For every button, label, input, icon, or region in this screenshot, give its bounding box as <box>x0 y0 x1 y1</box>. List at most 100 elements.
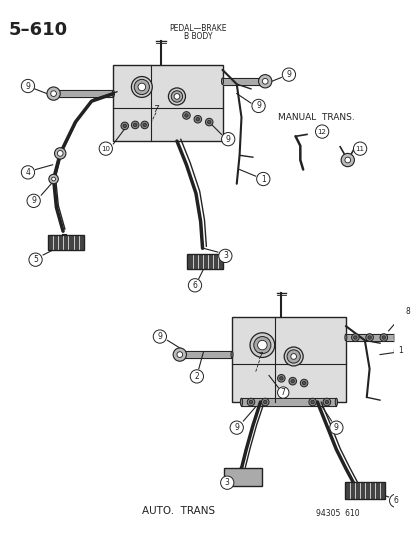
Circle shape <box>57 150 63 156</box>
Circle shape <box>176 352 182 358</box>
Circle shape <box>277 387 288 398</box>
Ellipse shape <box>344 334 346 341</box>
Circle shape <box>252 99 265 112</box>
Text: 7: 7 <box>256 352 261 361</box>
Bar <box>231 317 345 402</box>
Ellipse shape <box>263 78 266 85</box>
Circle shape <box>277 375 285 382</box>
Circle shape <box>196 117 199 121</box>
Bar <box>48 235 84 250</box>
Text: 12: 12 <box>317 128 326 134</box>
Circle shape <box>121 122 128 130</box>
Circle shape <box>340 154 354 167</box>
Circle shape <box>52 177 55 181</box>
Circle shape <box>190 370 203 383</box>
Circle shape <box>282 68 295 81</box>
Circle shape <box>253 336 270 353</box>
Circle shape <box>168 88 185 105</box>
Text: 9: 9 <box>333 423 338 432</box>
Circle shape <box>207 120 210 124</box>
Circle shape <box>218 249 231 263</box>
Circle shape <box>249 400 252 403</box>
Circle shape <box>21 79 35 93</box>
Text: AUTO.  TRANS: AUTO. TRANS <box>142 506 214 516</box>
Circle shape <box>174 94 179 99</box>
Text: PEDAL—BRAKE: PEDAL—BRAKE <box>169 25 226 34</box>
Text: 7: 7 <box>153 105 158 114</box>
Ellipse shape <box>240 398 242 406</box>
Circle shape <box>400 305 413 319</box>
Circle shape <box>133 123 137 127</box>
Circle shape <box>324 400 328 403</box>
Circle shape <box>310 400 313 403</box>
Circle shape <box>21 166 35 179</box>
Text: B BODY: B BODY <box>183 32 211 41</box>
Circle shape <box>315 125 328 138</box>
Ellipse shape <box>230 351 233 358</box>
Text: 3: 3 <box>224 478 229 487</box>
Text: 8: 8 <box>404 308 409 317</box>
Ellipse shape <box>221 78 223 85</box>
Ellipse shape <box>112 90 114 97</box>
Circle shape <box>344 157 350 163</box>
Circle shape <box>283 347 302 366</box>
Text: 5–610: 5–610 <box>9 21 68 39</box>
Circle shape <box>322 398 330 406</box>
Circle shape <box>55 148 66 159</box>
Circle shape <box>131 77 152 98</box>
Circle shape <box>134 79 149 94</box>
Circle shape <box>301 381 305 385</box>
Circle shape <box>353 142 366 155</box>
Circle shape <box>299 379 307 387</box>
Bar <box>187 254 223 269</box>
Circle shape <box>51 91 56 96</box>
Ellipse shape <box>52 90 55 97</box>
Text: 9: 9 <box>412 316 413 325</box>
Circle shape <box>393 344 406 358</box>
Circle shape <box>257 341 266 350</box>
Text: 4: 4 <box>26 168 30 177</box>
Circle shape <box>261 398 268 406</box>
Ellipse shape <box>178 351 180 358</box>
Text: 9: 9 <box>31 196 36 205</box>
Text: 9: 9 <box>286 70 291 79</box>
Text: 11: 11 <box>355 146 364 152</box>
Text: 9: 9 <box>234 423 239 432</box>
Text: 9: 9 <box>157 332 162 341</box>
Circle shape <box>263 400 266 403</box>
Circle shape <box>99 142 112 155</box>
Bar <box>224 469 262 486</box>
Circle shape <box>29 253 42 266</box>
Circle shape <box>27 194 40 207</box>
Circle shape <box>353 336 356 339</box>
Text: 5: 5 <box>33 255 38 264</box>
Circle shape <box>153 330 166 343</box>
Circle shape <box>123 124 126 127</box>
Text: 7: 7 <box>280 388 285 397</box>
Circle shape <box>173 348 186 361</box>
Circle shape <box>351 334 358 341</box>
Circle shape <box>171 91 182 102</box>
Circle shape <box>262 78 267 84</box>
Circle shape <box>288 377 296 385</box>
Circle shape <box>184 114 188 117</box>
Bar <box>113 65 222 141</box>
Ellipse shape <box>335 398 337 406</box>
Circle shape <box>408 314 413 327</box>
Circle shape <box>249 333 274 358</box>
Circle shape <box>379 334 387 341</box>
Circle shape <box>329 421 342 434</box>
Circle shape <box>389 494 402 507</box>
Circle shape <box>221 133 234 146</box>
Text: 3: 3 <box>222 252 227 261</box>
Circle shape <box>131 121 139 129</box>
Circle shape <box>138 83 145 91</box>
Text: 6: 6 <box>192 281 197 290</box>
Circle shape <box>182 111 190 119</box>
Circle shape <box>220 476 233 489</box>
Circle shape <box>290 379 294 383</box>
Circle shape <box>381 336 385 339</box>
Circle shape <box>308 398 316 406</box>
Circle shape <box>205 118 213 126</box>
Text: 9: 9 <box>26 82 30 91</box>
